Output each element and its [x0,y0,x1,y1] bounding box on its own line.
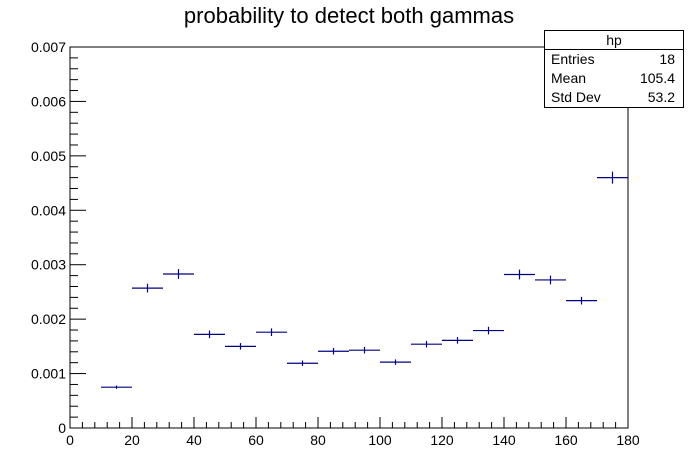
x-tick-label: 40 [186,432,202,448]
data-point [597,171,628,184]
data-point [287,360,318,366]
stats-row-mean: Mean 105.4 [545,69,683,88]
data-point [380,359,411,365]
y-tick-label: 0.005 [31,148,66,164]
chart-title: probability to detect both gammas [184,3,514,28]
stats-box: hp Entries 18 Mean 105.4 Std Dev 53.2 [544,30,684,108]
x-tick-label: 80 [310,432,326,448]
x-tick-label: 100 [368,432,392,448]
stats-label: Entries [551,51,595,67]
data-point [101,385,132,389]
x-tick-label: 120 [430,432,454,448]
axes: 0 20 40 60 80 100 120 140 160 180 0 0.001 0.002 0.003… [31,39,640,448]
data-point [318,347,349,355]
plot-frame [69,46,629,429]
data-point [473,326,504,335]
stats-value: 53.2 [647,89,675,105]
y-tick-label: 0.004 [31,202,66,218]
x-tick-label: 0 [66,432,74,448]
x-tick-label: 60 [248,432,264,448]
data-point [225,343,256,350]
data-point [566,296,597,305]
data-point [504,269,535,280]
y-tick-label: 0.003 [31,257,66,273]
data-point [194,330,225,339]
x-tick-label: 180 [616,432,640,448]
data-points [101,171,628,389]
data-point [349,346,380,354]
stats-row-entries: Entries 18 [545,50,683,69]
stats-label: Mean [551,70,587,86]
stats-value: 105.4 [639,70,675,86]
data-point [411,340,442,348]
y-tick-label: 0.007 [31,39,66,55]
stats-title: hp [545,31,683,50]
x-tick-label: 140 [492,432,516,448]
x-tick-label: 160 [554,432,578,448]
stats-row-stddev: Std Dev 53.2 [545,88,683,107]
data-point [535,275,566,285]
y-tick-label: 0.006 [31,93,66,109]
y-tick-label: 0 [58,420,66,436]
stats-label: Std Dev [551,89,601,105]
data-point [442,337,473,344]
data-point [132,283,163,293]
data-point [256,328,287,337]
y-tick-label: 0.001 [31,366,66,382]
y-tick-label: 0.002 [31,311,66,327]
data-point [163,269,194,279]
stats-value: 18 [659,51,675,67]
x-tick-label: 20 [124,432,140,448]
